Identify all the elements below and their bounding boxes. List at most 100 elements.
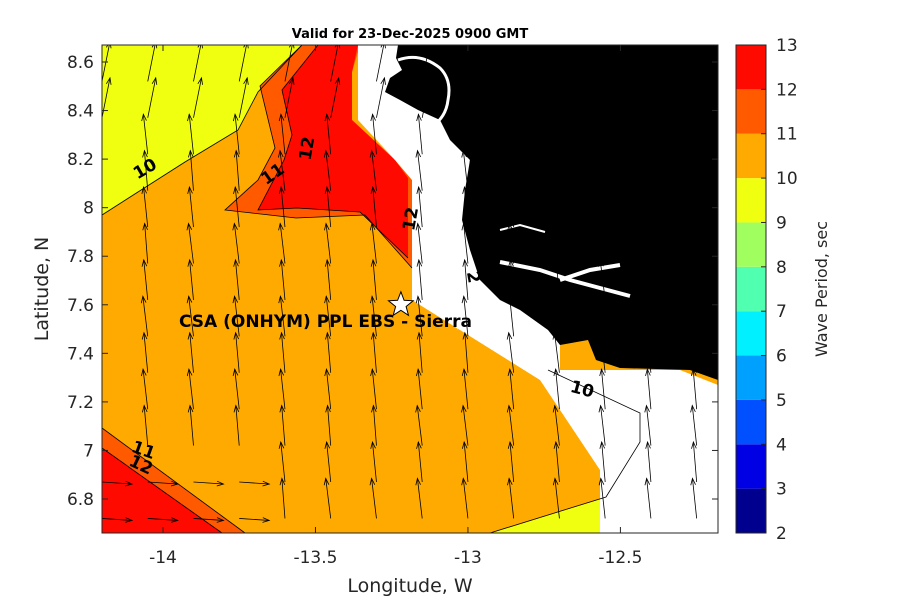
wave-arrow <box>553 113 560 155</box>
wave-arrow <box>552 331 560 373</box>
wave-arrow <box>650 76 661 118</box>
wave-arrow <box>553 368 560 410</box>
wave-arrow <box>461 477 469 519</box>
wave-arrow <box>193 517 225 523</box>
wave-arrow <box>644 295 652 337</box>
wave-arrow <box>644 258 652 300</box>
colorbar-tick-label: 9 <box>776 213 787 233</box>
colorbar-tick-label: 3 <box>776 480 787 500</box>
wave-arrow <box>598 149 606 191</box>
wave-arrow <box>239 517 271 523</box>
wave-arrow <box>370 185 377 228</box>
y-tick-label: 7.4 <box>67 344 94 364</box>
wave-arrow <box>467 76 478 118</box>
colorbar-swatch <box>736 178 766 223</box>
wave-arrow <box>279 258 286 300</box>
plot-frame <box>101 44 719 534</box>
colorbar-swatch <box>736 89 766 134</box>
wave-arrow <box>604 76 615 118</box>
wave-arrow <box>279 477 286 519</box>
wave-arrow <box>233 331 240 373</box>
wave-arrow <box>102 295 103 300</box>
wave-arrow <box>102 480 134 487</box>
colorbar-tick-label: 2 <box>776 524 787 544</box>
colorbar-swatch <box>736 133 766 179</box>
x-tick-label: -13 <box>454 548 482 568</box>
colorbar: 2 3 4 5 6 7 8 9 10 11 12 13 <box>735 36 798 544</box>
contour-line-12-north <box>257 45 409 259</box>
colorbar-tick-label: 11 <box>776 125 798 145</box>
wave-arrow <box>599 113 606 155</box>
x-tick-label: -13.5 <box>293 548 337 568</box>
wave-arrow <box>690 222 698 264</box>
wave-arrow <box>507 113 515 155</box>
estuary-east <box>499 223 546 233</box>
wave-arrow <box>323 149 332 191</box>
wave-arrow <box>233 258 240 300</box>
wave-arrow <box>415 404 423 446</box>
wave-arrow <box>507 368 515 410</box>
wave-arrow <box>141 368 149 410</box>
wave-arrow <box>324 185 332 228</box>
wave-arrow <box>554 258 560 300</box>
estuary-south <box>499 260 631 298</box>
wave-arrow <box>690 149 698 191</box>
wave-arrow <box>369 477 377 519</box>
wave-arrow <box>186 295 194 337</box>
wave-arrow <box>553 295 560 337</box>
wave-arrow <box>645 368 652 410</box>
wave-arrow <box>552 477 560 519</box>
wave-arrow <box>416 331 423 373</box>
wave-arrow <box>645 440 652 483</box>
contour-label: 12 <box>399 206 423 233</box>
colorbar-tick-label: 6 <box>776 347 787 367</box>
wave-arrow <box>102 368 103 373</box>
wave-arrow <box>507 440 515 483</box>
wave-arrow <box>696 76 707 118</box>
colorbar-label: Wave Period, sec <box>812 221 831 357</box>
wave-arrow <box>415 149 423 191</box>
y-axis-label: Latitude, N <box>31 237 53 342</box>
x-axis-ticks: -14 -13.5 -13 -12.5 <box>149 45 642 568</box>
wave-arrow <box>102 333 103 337</box>
site-marker: CSA (ONHYM) PPL EBS - Sierra <box>179 290 472 332</box>
wave-arrow <box>598 222 606 264</box>
y-tick-label: 7 <box>83 441 94 461</box>
wave-arrow <box>415 477 423 519</box>
wave-arrow <box>102 185 103 191</box>
wave-arrow <box>325 404 332 446</box>
wave-arrow <box>193 76 203 118</box>
wave-arrow <box>552 404 560 446</box>
site-star-icon <box>387 290 415 317</box>
contour-line-10-north <box>102 45 303 216</box>
colorbar-swatch <box>736 355 766 400</box>
wave-arrow <box>233 149 240 191</box>
wave-arrow <box>462 113 469 155</box>
wave-arrow <box>278 222 286 264</box>
wave-arrow <box>278 295 286 337</box>
wave-arrow <box>330 76 341 118</box>
wave-arrow <box>553 440 560 483</box>
wave-arrow <box>278 440 286 483</box>
wave-arrow <box>140 295 149 337</box>
wave-arrow <box>324 368 332 410</box>
wave-arrow <box>690 368 698 410</box>
wave-arrow <box>102 223 103 228</box>
wave-arrow <box>461 222 469 264</box>
x-tick-label: -12.5 <box>598 548 642 568</box>
colorbar-swatch <box>736 266 766 312</box>
wave-arrow <box>141 331 149 373</box>
chart-title: Valid for 23-Dec-2025 0900 GMT <box>292 27 529 42</box>
contour-fill-12-13-north <box>258 45 408 258</box>
wave-arrow <box>376 76 386 118</box>
wave-arrow <box>141 113 149 155</box>
colorbar-swatch <box>736 488 766 533</box>
wave-arrow <box>323 477 332 519</box>
wave-arrow <box>233 404 240 446</box>
wave-arrow <box>370 258 377 300</box>
wave-arrow <box>644 149 652 191</box>
wave-arrow <box>599 368 606 410</box>
wave-arrow <box>279 331 286 373</box>
wave-arrow <box>324 295 332 337</box>
